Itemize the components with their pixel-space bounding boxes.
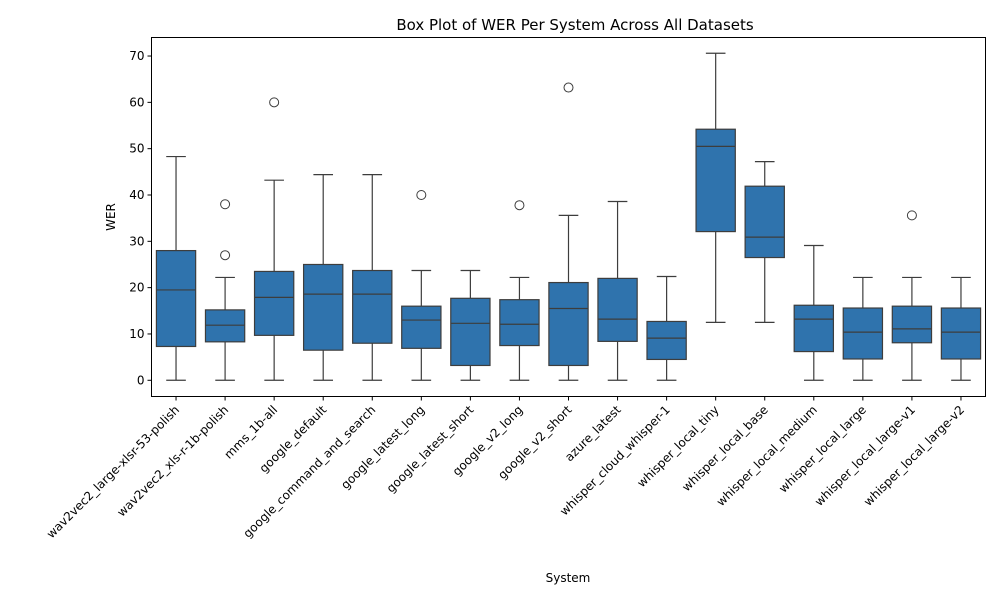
- box: [891, 305, 933, 344]
- box-group: [352, 174, 393, 381]
- plot-frame: [151, 37, 986, 397]
- box-group: [940, 276, 982, 381]
- y-tick-label: 0: [137, 373, 145, 387]
- outlier-point: [269, 97, 280, 108]
- outlier-point: [906, 210, 917, 221]
- box-group: [744, 161, 785, 323]
- y-tick-label: 70: [129, 49, 144, 63]
- box-group: [548, 82, 589, 381]
- box: [204, 309, 246, 343]
- box-group: [499, 200, 540, 381]
- y-tick-label: 60: [129, 95, 144, 109]
- outlier-point: [514, 200, 525, 211]
- box-group: [302, 174, 344, 381]
- box: [499, 299, 540, 347]
- outlier-point: [416, 189, 427, 200]
- box: [155, 249, 197, 348]
- box-group: [646, 275, 687, 381]
- plot-area: [155, 52, 982, 381]
- x-axis-label: System: [546, 571, 591, 585]
- outlier-point: [220, 199, 231, 210]
- box-group: [695, 52, 736, 323]
- x-tick-label: whisper_local_medium: [714, 403, 820, 509]
- box-group: [793, 244, 835, 381]
- x-tick-label: whisper_local_tiny: [634, 403, 721, 490]
- box-group: [401, 189, 442, 381]
- box: [597, 277, 638, 342]
- box: [401, 305, 442, 349]
- box: [793, 304, 835, 353]
- box-group: [155, 155, 197, 381]
- outlier-point: [220, 250, 231, 261]
- box: [646, 320, 687, 361]
- outlier-point: [563, 82, 574, 93]
- x-tick-label: whisper_local_large-v2: [861, 403, 967, 509]
- x-axis: wav2vec2_large-xlsr-53-polishwav2vec2_xl…: [44, 396, 967, 541]
- x-tick-label: google_latest_long: [338, 403, 427, 492]
- y-tick-label: 10: [129, 327, 144, 341]
- y-tick-label: 40: [129, 188, 144, 202]
- box-group: [597, 200, 638, 381]
- box: [744, 185, 785, 259]
- box: [842, 307, 884, 360]
- box-group: [204, 199, 246, 381]
- box: [548, 281, 589, 367]
- box-group: [891, 210, 933, 381]
- y-tick-label: 30: [129, 234, 144, 248]
- box: [302, 263, 344, 351]
- y-axis: 0 10 20 30 40 50 60 70: [129, 49, 152, 387]
- y-axis-label: WER: [104, 203, 118, 231]
- chart-title: Box Plot of WER Per System Across All Da…: [396, 16, 754, 34]
- box-group: [450, 269, 491, 381]
- y-tick-label: 20: [129, 281, 144, 295]
- x-tick-label: whisper_local_base: [679, 403, 771, 495]
- box-group: [842, 276, 884, 381]
- box-group: [253, 97, 295, 381]
- x-tick-label: google_latest_short: [384, 403, 477, 496]
- y-tick-label: 50: [129, 142, 144, 156]
- box: [253, 270, 295, 336]
- x-tick-label: whisper_local_large: [776, 403, 869, 496]
- box: [940, 307, 982, 360]
- box: [352, 269, 393, 344]
- box: [695, 128, 736, 233]
- x-tick-label: whisper_local_large-v1: [812, 403, 918, 509]
- box: [450, 297, 491, 367]
